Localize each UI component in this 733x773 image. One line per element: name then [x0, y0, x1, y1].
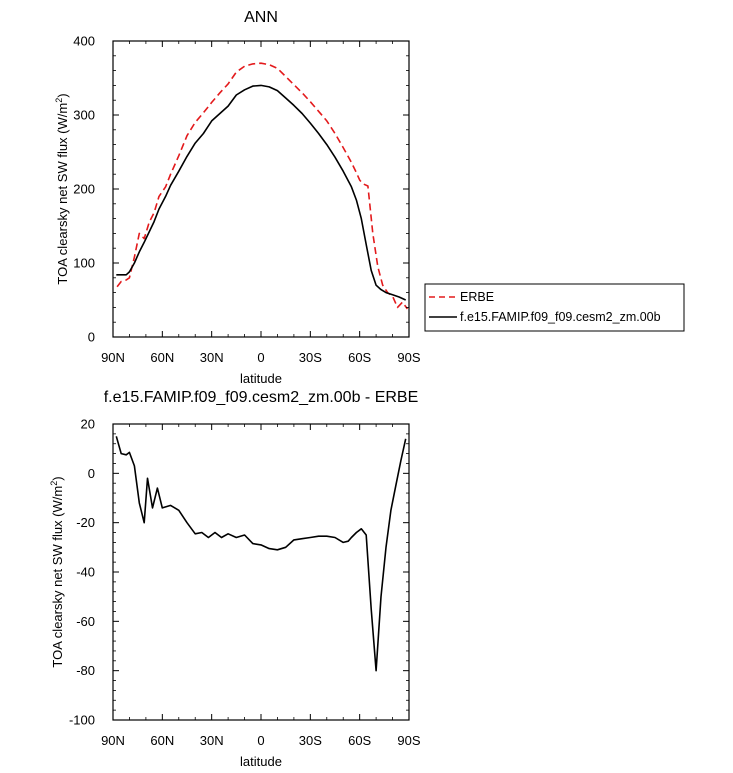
- bottom-plot-frame: [112, 423, 410, 721]
- top-series-group: [116, 62, 409, 310]
- bottom-x-tick-label: 90S: [397, 733, 420, 748]
- top-x-tick-label: 60S: [348, 350, 371, 365]
- top-x-tick-label: 90N: [101, 350, 125, 365]
- bottom-x-axis-label: latitude: [240, 754, 282, 769]
- top-y-tick-label: 0: [88, 330, 95, 345]
- top-x-tick-label: 60N: [150, 350, 174, 365]
- bottom-y-axis-label-main: TOA clearsky net SW flux (W/m: [50, 486, 65, 668]
- top-y-axis-label: TOA clearsky net SW flux (W/m2): [54, 93, 70, 284]
- top-series-line-0: [116, 62, 409, 310]
- top-y-axis-label-sup: 2: [54, 98, 64, 103]
- top-y-axis-label-main: TOA clearsky net SW flux (W/m: [55, 103, 70, 285]
- bottom-y-tick-label: -60: [76, 614, 95, 629]
- bottom-y-tick-label: -100: [69, 713, 95, 728]
- bottom-series-group: [115, 436, 407, 672]
- bottom-y-tick-label: -20: [76, 515, 95, 530]
- top-tick-group: 90N 60N 30N 0 30S 60S 90S 0 100 200 300 400: [73, 34, 421, 366]
- top-y-tick-label: 300: [73, 108, 95, 123]
- top-x-tick-label: 0: [257, 350, 264, 365]
- bottom-y-axis-label: TOA clearsky net SW flux (W/m2): [49, 476, 65, 667]
- bottom-y-axis-label-sup: 2: [49, 481, 59, 486]
- bottom-panel-title: f.e15.FAMIP.f09_f09.cesm2_zm.00b - ERBE: [104, 389, 419, 406]
- top-x-tick-label: 30N: [200, 350, 224, 365]
- legend-label-erbe: ERBE: [460, 290, 494, 304]
- bottom-x-tick-label: 0: [257, 733, 264, 748]
- bottom-x-tick-label: 30S: [299, 733, 322, 748]
- top-x-tick-label: 90S: [397, 350, 420, 365]
- bottom-y-tick-label: 20: [81, 417, 95, 432]
- top-y-tick-label: 400: [73, 34, 95, 49]
- bottom-tick-group: 90N 60N 30N 0 30S 60S 90S -100 -80 -60 -40 -20 0 20: [69, 417, 421, 749]
- top-x-tick-label: 30S: [299, 350, 322, 365]
- legend: ERBE f.e15.FAMIP.f09_f09.cesm2_zm.00b: [424, 283, 685, 332]
- legend-box: [424, 283, 685, 332]
- top-y-tick-label: 100: [73, 256, 95, 271]
- bottom-x-tick-label: 60S: [348, 733, 371, 748]
- bottom-x-tick-label: 90N: [101, 733, 125, 748]
- bottom-y-tick-label: -40: [76, 565, 95, 580]
- top-y-axis-label-end: ): [55, 93, 70, 97]
- top-y-tick-label: 200: [73, 182, 95, 197]
- bottom-series-line-0: [115, 436, 407, 672]
- top-x-axis-label: latitude: [240, 371, 282, 386]
- bottom-x-tick-label: 60N: [150, 733, 174, 748]
- bottom-y-tick-label: -80: [76, 663, 95, 678]
- top-panel: ANN 90N 60N 30N 0 30S 60S 90S 0 100 200 300 400 lat…: [54, 9, 685, 386]
- bottom-y-axis-label-end: ): [50, 476, 65, 480]
- legend-label-model: f.e15.FAMIP.f09_f09.cesm2_zm.00b: [460, 310, 661, 324]
- top-panel-title: ANN: [244, 9, 278, 26]
- bottom-y-tick-label: 0: [88, 466, 95, 481]
- top-series-line-1: [116, 84, 407, 301]
- bottom-x-tick-label: 30N: [200, 733, 224, 748]
- bottom-panel: f.e15.FAMIP.f09_f09.cesm2_zm.00b - ERBE …: [49, 389, 421, 769]
